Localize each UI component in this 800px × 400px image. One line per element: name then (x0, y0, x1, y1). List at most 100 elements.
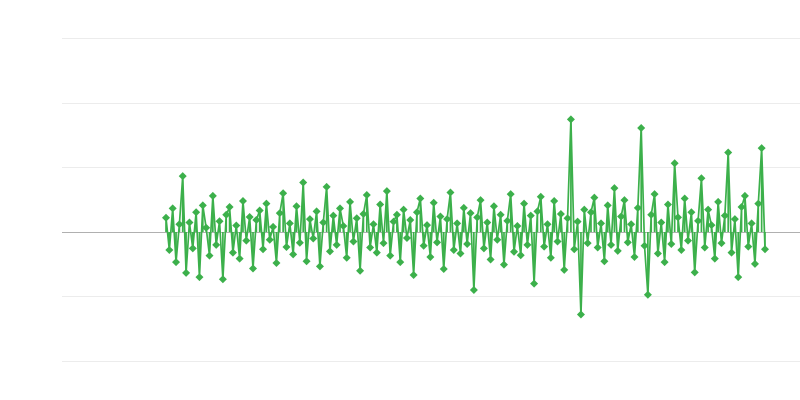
data-point-marker (178, 172, 187, 181)
data-point-marker (650, 190, 659, 199)
data-point-marker (734, 273, 743, 282)
data-point-marker (573, 217, 582, 226)
data-point-marker (426, 252, 435, 261)
data-point-marker (232, 221, 241, 230)
data-point-marker (172, 258, 181, 267)
data-point-marker (372, 248, 381, 257)
data-point-marker (476, 196, 485, 205)
data-point-marker (412, 208, 421, 217)
data-point-marker (356, 266, 365, 275)
data-point-marker (249, 264, 258, 273)
data-point-marker (192, 208, 201, 217)
data-point-marker (694, 216, 703, 225)
data-point-marker (680, 194, 689, 203)
data-point-marker (530, 279, 539, 288)
data-point-marker (295, 238, 304, 247)
data-point-marker (359, 209, 368, 218)
data-point-marker (259, 245, 268, 254)
data-point-marker (215, 217, 224, 226)
data-point-marker (566, 115, 575, 124)
data-point-marker (459, 203, 468, 212)
data-point-marker (302, 257, 311, 266)
data-point-marker (737, 203, 746, 212)
data-point-marker (285, 219, 294, 228)
data-point-marker (269, 222, 278, 231)
data-point-marker (637, 123, 646, 132)
data-point-marker (607, 240, 616, 249)
data-point-marker (757, 144, 766, 153)
data-point-marker (392, 210, 401, 219)
data-point-marker (346, 197, 355, 206)
data-point-marker (473, 213, 482, 222)
data-point-marker (349, 237, 358, 246)
data-point-marker (185, 218, 194, 227)
data-point-marker (369, 220, 378, 229)
data-point-marker (520, 199, 529, 208)
data-point-marker (188, 244, 197, 253)
data-point-marker (536, 192, 545, 201)
data-point-marker (406, 215, 415, 224)
data-point-marker (376, 200, 385, 209)
data-point-marker (402, 234, 411, 243)
data-point-marker (449, 246, 458, 255)
data-point-marker (526, 211, 535, 220)
data-point-marker (550, 197, 559, 206)
data-point-marker (710, 254, 719, 263)
data-point-marker (262, 199, 271, 208)
data-point-marker (205, 251, 214, 260)
data-point-marker (633, 203, 642, 212)
data-point-marker (593, 243, 602, 252)
data-point-marker (416, 194, 425, 203)
data-point-marker (663, 200, 672, 209)
data-point-marker (218, 275, 227, 284)
data-point-marker (332, 240, 341, 249)
data-point-marker (540, 242, 549, 251)
data-point-marker (553, 237, 562, 246)
data-point-marker (563, 214, 572, 223)
data-point-marker (238, 197, 247, 206)
data-point-marker (687, 208, 696, 217)
data-point-marker (305, 215, 314, 224)
data-point-marker (744, 242, 753, 251)
data-point-marker (208, 191, 217, 200)
data-point-marker (700, 243, 709, 252)
data-point-marker (463, 240, 472, 249)
data-point-marker (322, 182, 331, 191)
data-point-marker (546, 253, 555, 262)
data-point-marker (182, 268, 191, 277)
data-point-marker (653, 249, 662, 258)
data-point-marker (717, 239, 726, 248)
data-point-marker (252, 215, 261, 224)
data-point-marker (312, 207, 321, 216)
data-point-marker (543, 220, 552, 229)
data-point-marker (513, 221, 522, 230)
data-point-marker (503, 216, 512, 225)
data-point-marker (423, 221, 432, 230)
data-point-marker (724, 148, 733, 157)
data-point-marker (516, 251, 525, 260)
data-point-marker (483, 218, 492, 227)
data-point-marker (576, 310, 585, 319)
data-point-marker (309, 234, 318, 243)
data-point-marker (556, 209, 565, 218)
data-point-marker (506, 190, 515, 199)
data-point-marker (453, 219, 462, 228)
data-point-marker (747, 219, 756, 228)
data-point-marker (617, 212, 626, 221)
data-point-marker (730, 215, 739, 224)
data-point-marker (382, 187, 391, 196)
data-point-marker (429, 198, 438, 207)
data-point-marker (499, 260, 508, 269)
data-point-marker (399, 205, 408, 214)
data-point-marker (279, 189, 288, 198)
data-point-marker (379, 239, 388, 248)
data-point-marker (292, 202, 301, 211)
data-point-marker (630, 252, 639, 261)
data-point-marker (761, 245, 769, 254)
data-point-marker (714, 197, 723, 206)
data-point-marker (212, 240, 221, 249)
series-line-group (165, 118, 766, 316)
data-point-marker (362, 191, 371, 200)
